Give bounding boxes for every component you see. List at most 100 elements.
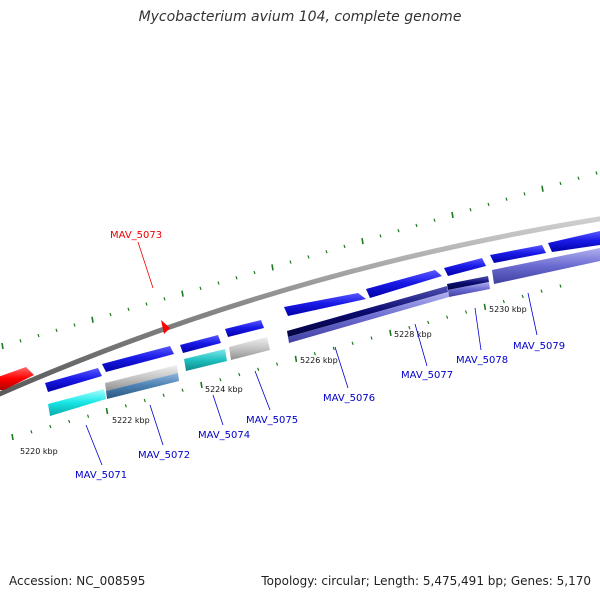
- minor-tick: [408, 325, 411, 330]
- minor-tick: [464, 310, 468, 314]
- minor-tick: [217, 281, 220, 285]
- minor-tick: [415, 223, 418, 228]
- minor-tick: [343, 244, 346, 249]
- minor-tick: [502, 299, 505, 304]
- highlight-marker-icon: [161, 320, 170, 334]
- genome-summary-text: Topology: circular; Length: 5,475,491 bp…: [261, 574, 591, 588]
- leader-line-mav-5074: [212, 394, 224, 426]
- gene-label-mav-5077[interactable]: MAV_5077: [401, 370, 453, 381]
- minor-tick: [469, 208, 472, 212]
- cog-bar-mav-5072a: [105, 365, 178, 391]
- gene-label-mav-5078[interactable]: MAV_5078: [456, 355, 508, 366]
- major-tick: [271, 264, 274, 271]
- minor-tick: [181, 388, 184, 392]
- cog-bar-mav-5071: [48, 389, 106, 416]
- minor-tick: [124, 404, 127, 408]
- minor-tick: [238, 372, 241, 377]
- gene-label-leaders: [85, 241, 538, 466]
- cog-bar-mav-5078a: [447, 276, 489, 290]
- minor-tick: [199, 286, 202, 291]
- major-tick: [105, 407, 109, 415]
- gene-label-mav-5074[interactable]: MAV_5074: [198, 430, 250, 441]
- cog-category-track: [48, 248, 600, 416]
- gene-arrow-mav-5077[interactable]: [366, 270, 442, 298]
- major-tick: [91, 316, 94, 323]
- gene-arrow-mav-5078[interactable]: [444, 258, 486, 276]
- gene-arrow-mav-5075[interactable]: [225, 320, 264, 337]
- gene-arrow-right-blue[interactable]: [548, 231, 600, 252]
- minor-tick: [87, 414, 90, 418]
- gene-label-mav-5072[interactable]: MAV_5072: [138, 450, 190, 461]
- minor-tick: [289, 260, 292, 264]
- leader-line-mav-5071: [85, 424, 103, 466]
- leader-line-mav-5075: [254, 370, 271, 411]
- minor-tick: [162, 393, 165, 398]
- cog-bar-mav-5078b: [448, 282, 490, 297]
- minor-tick: [307, 255, 310, 259]
- major-tick: [541, 185, 544, 192]
- ruler-label: 5224 kbp: [205, 385, 243, 394]
- minor-tick: [55, 328, 58, 332]
- minor-tick: [313, 351, 316, 356]
- minor-tick: [143, 398, 146, 403]
- outer-tick-track: [1, 171, 598, 350]
- major-tick: [181, 290, 184, 297]
- major-tick: [1, 342, 4, 350]
- forward-strand-genes: [0, 231, 600, 392]
- gene-arrow-mav-5071[interactable]: [45, 368, 102, 392]
- minor-tick: [127, 307, 130, 311]
- gene-arrow-left-red[interactable]: [0, 367, 34, 390]
- minor-tick: [325, 249, 328, 254]
- gene-arrow-mav-5072[interactable]: [102, 346, 174, 372]
- minor-tick: [235, 276, 238, 280]
- minor-tick: [109, 312, 112, 317]
- genome-backbone: [0, 216, 600, 397]
- kbp-ruler-labels: 5220 kbp 5222 kbp 5224 kbp 5226 kbp 5228…: [20, 305, 527, 456]
- minor-tick: [275, 362, 279, 366]
- leader-line-mav-5078: [474, 307, 482, 351]
- minor-tick: [19, 339, 22, 343]
- minor-tick: [487, 202, 490, 207]
- gene-label-mav-5075[interactable]: MAV_5075: [246, 415, 298, 426]
- minor-tick: [446, 315, 449, 319]
- ruler-label: 5228 kbp: [394, 330, 432, 339]
- minor-tick: [163, 297, 166, 301]
- ruler-label: 5222 kbp: [112, 416, 150, 425]
- minor-tick: [49, 424, 52, 429]
- major-tick: [483, 303, 487, 310]
- major-tick: [294, 355, 298, 363]
- ruler-label: 5220 kbp: [20, 447, 58, 456]
- cog-bar-mav-5076b: [288, 292, 449, 343]
- minor-tick: [370, 336, 373, 340]
- ruler-label: 5230 kbp: [489, 305, 527, 314]
- minor-tick: [332, 346, 335, 351]
- minor-tick: [257, 367, 260, 372]
- minor-tick: [145, 302, 148, 306]
- cog-bar-mav-5072b: [106, 373, 179, 399]
- leader-line-mav-5079: [527, 292, 538, 336]
- major-tick: [200, 381, 203, 389]
- minor-tick: [37, 333, 40, 338]
- gene-arrow-mav-5079[interactable]: [490, 245, 546, 263]
- minor-tick: [379, 234, 382, 238]
- minor-tick: [559, 181, 562, 186]
- gene-labels: MAV_5071 MAV_5072 MAV_5073 MAV_5074 MAV_…: [75, 230, 565, 481]
- leader-line-mav-5073: [137, 241, 154, 289]
- cog-bar-mav-5076a: [287, 286, 448, 337]
- gene-label-mav-5079[interactable]: MAV_5079: [513, 341, 565, 352]
- minor-tick: [68, 419, 71, 424]
- gene-label-mav-5076[interactable]: MAV_5076: [323, 393, 375, 404]
- leader-line-mav-5076: [334, 346, 349, 389]
- gene-label-mav-5073[interactable]: MAV_5073: [110, 230, 162, 241]
- minor-tick: [73, 323, 76, 327]
- gene-arrow-mav-5076[interactable]: [284, 293, 366, 316]
- major-tick: [451, 211, 454, 219]
- gene-label-mav-5071[interactable]: MAV_5071: [75, 470, 127, 481]
- minor-tick: [397, 228, 400, 233]
- gene-arrow-mav-5074[interactable]: [180, 335, 221, 353]
- ruler-label: 5226 kbp: [300, 356, 338, 365]
- minor-tick: [505, 197, 508, 201]
- inner-tick-track: [11, 284, 562, 441]
- map-title: Mycobacterium avium 104, complete genome: [138, 9, 462, 25]
